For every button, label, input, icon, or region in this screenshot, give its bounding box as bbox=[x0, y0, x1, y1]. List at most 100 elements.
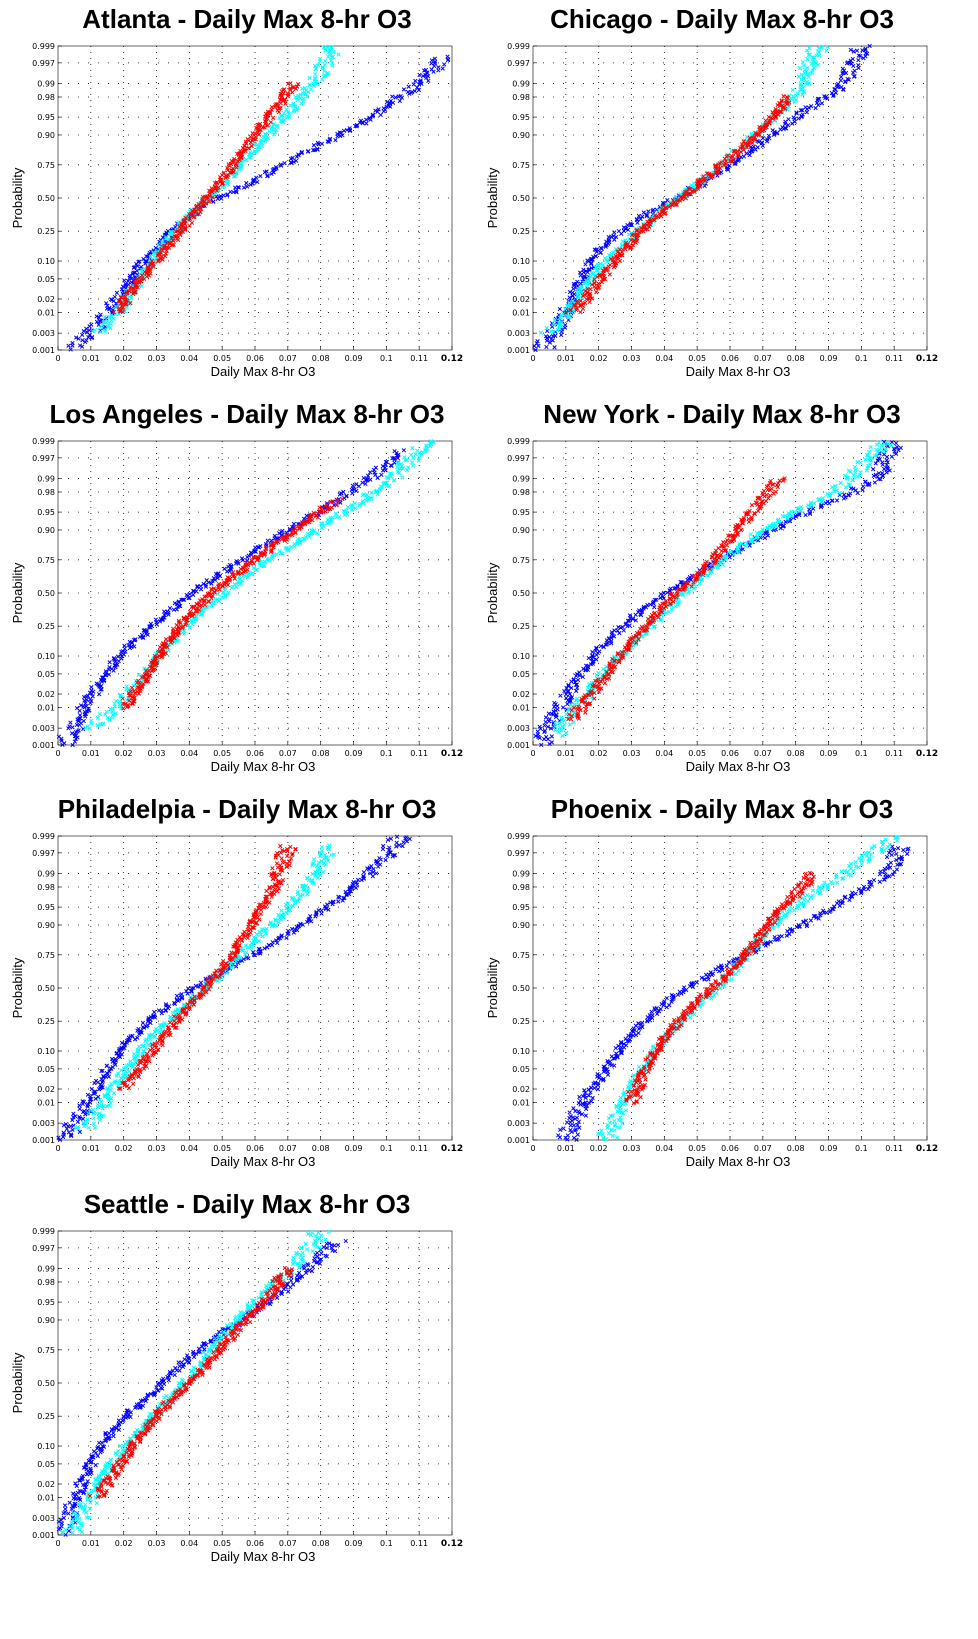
data-point bbox=[760, 499, 765, 505]
data-point bbox=[719, 543, 724, 548]
x-tick-label: 0.01 bbox=[82, 354, 100, 363]
data-point bbox=[744, 541, 749, 546]
data-point bbox=[330, 61, 335, 66]
data-point bbox=[90, 694, 95, 699]
data-point bbox=[297, 537, 303, 542]
data-point bbox=[209, 596, 214, 601]
data-point bbox=[70, 725, 75, 730]
data-point bbox=[285, 931, 290, 937]
data-point bbox=[258, 550, 263, 555]
data-point bbox=[298, 893, 303, 898]
y-tick-label: 0.90 bbox=[512, 526, 530, 535]
data-point bbox=[856, 57, 861, 63]
data-point bbox=[547, 716, 552, 722]
y-axis-label: Probability bbox=[10, 167, 25, 228]
data-point bbox=[127, 698, 132, 703]
data-point bbox=[291, 930, 297, 935]
data-point bbox=[270, 115, 276, 120]
data-point bbox=[675, 591, 680, 597]
data-point bbox=[749, 537, 754, 543]
data-point bbox=[860, 487, 865, 493]
data-point bbox=[581, 267, 586, 272]
data-point bbox=[163, 1002, 169, 1007]
data-point bbox=[98, 312, 103, 317]
data-point bbox=[885, 460, 890, 465]
data-point bbox=[254, 175, 259, 180]
y-tick-label: 0.50 bbox=[512, 589, 530, 598]
data-point bbox=[863, 46, 868, 51]
data-point bbox=[766, 133, 771, 138]
data-point bbox=[99, 1114, 104, 1119]
data-point bbox=[789, 509, 794, 514]
data-point bbox=[108, 325, 113, 331]
data-point bbox=[574, 688, 579, 694]
data-point bbox=[75, 735, 80, 740]
data-point bbox=[406, 84, 411, 89]
data-point bbox=[867, 449, 872, 455]
data-point bbox=[135, 1053, 141, 1058]
data-point bbox=[141, 681, 146, 686]
data-point bbox=[702, 568, 707, 573]
data-point bbox=[354, 124, 359, 129]
data-point bbox=[879, 443, 884, 448]
data-point bbox=[771, 112, 776, 118]
data-point bbox=[701, 174, 706, 179]
x-tick-label: 0.11 bbox=[410, 749, 428, 758]
data-point bbox=[766, 114, 771, 120]
data-point bbox=[354, 482, 359, 487]
data-point bbox=[134, 1066, 139, 1072]
data-point bbox=[315, 81, 320, 86]
data-point bbox=[84, 326, 89, 331]
data-point bbox=[82, 1124, 87, 1129]
data-point bbox=[810, 68, 815, 73]
x-tick-label: 0.03 bbox=[148, 749, 166, 758]
data-point bbox=[96, 322, 101, 327]
data-point bbox=[293, 530, 298, 536]
data-point bbox=[779, 99, 785, 104]
data-point bbox=[894, 444, 900, 450]
data-point bbox=[189, 220, 195, 225]
data-point bbox=[102, 314, 108, 319]
y-tick-label: 0.95 bbox=[37, 113, 55, 122]
data-point bbox=[325, 70, 330, 76]
data-point bbox=[575, 711, 581, 716]
data-point bbox=[299, 150, 304, 156]
data-point bbox=[795, 91, 800, 96]
data-point bbox=[341, 128, 347, 133]
data-point bbox=[600, 263, 606, 268]
data-point bbox=[391, 478, 397, 483]
data-point bbox=[420, 73, 426, 79]
data-point bbox=[189, 619, 194, 624]
data-point bbox=[628, 221, 633, 226]
data-point bbox=[603, 267, 608, 272]
data-point bbox=[235, 570, 241, 576]
data-point bbox=[315, 140, 320, 145]
data-point bbox=[114, 1073, 119, 1079]
data-point bbox=[61, 1130, 66, 1135]
x-tick-label: 0.07 bbox=[754, 749, 772, 758]
data-point bbox=[248, 944, 254, 949]
data-point bbox=[663, 610, 668, 616]
data-point bbox=[689, 584, 694, 589]
x-tick-label: 0.12 bbox=[441, 1144, 463, 1154]
chart-svg: Atlanta - Daily Max 8-hr O30 0.01 0.02 0.03… bbox=[10, 4, 463, 379]
data-point bbox=[628, 222, 633, 228]
data-point bbox=[325, 501, 330, 506]
data-point bbox=[255, 545, 260, 550]
data-point bbox=[238, 566, 243, 572]
data-point bbox=[594, 657, 599, 662]
data-point bbox=[256, 545, 262, 550]
data-point bbox=[270, 940, 275, 945]
data-point bbox=[325, 54, 331, 60]
data-point bbox=[209, 599, 215, 604]
data-point bbox=[77, 1114, 82, 1120]
data-point bbox=[119, 295, 125, 301]
data-point bbox=[282, 161, 287, 166]
data-point bbox=[321, 856, 327, 861]
data-point bbox=[552, 724, 558, 729]
data-point bbox=[379, 472, 384, 477]
data-point bbox=[578, 298, 583, 304]
y-tick-label: 0.50 bbox=[37, 984, 55, 993]
data-point bbox=[70, 742, 75, 748]
chart-svg: Chicago - Daily Max 8-hr O30 0.01 0.02 0.03… bbox=[485, 4, 938, 379]
